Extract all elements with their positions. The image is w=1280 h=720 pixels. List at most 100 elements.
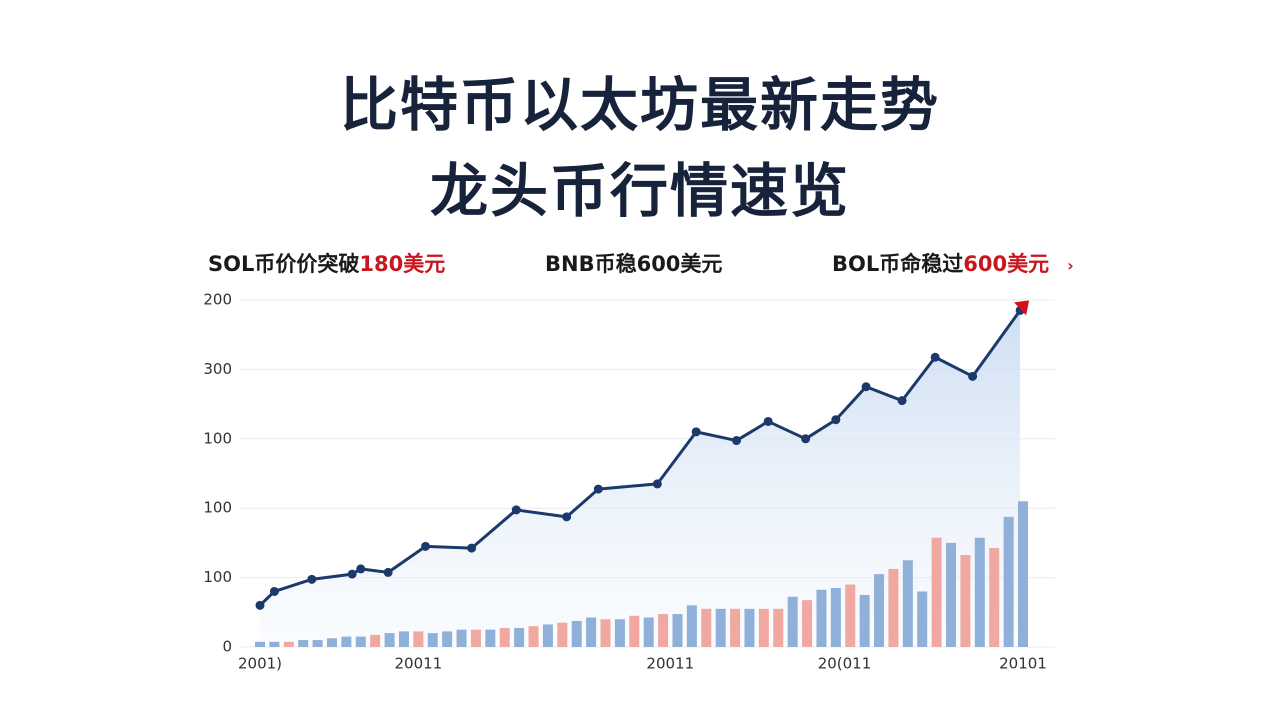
bar xyxy=(528,626,539,647)
bar xyxy=(586,617,597,647)
title-line: 比特币以太坊最新走势 xyxy=(339,71,940,139)
line-point xyxy=(511,505,521,515)
line-point xyxy=(307,574,317,584)
headline-highlight: 600美元 xyxy=(963,252,1050,276)
bar xyxy=(730,608,741,647)
bar xyxy=(643,617,654,647)
line-point xyxy=(897,396,907,406)
bar xyxy=(370,634,381,647)
headline-text: BNB币稳600美元 xyxy=(545,252,723,276)
headline: BOL币命稳过600美元 › xyxy=(832,248,1074,278)
headline-arrow: › xyxy=(1067,256,1074,275)
bar xyxy=(946,542,957,647)
headline: SOL币价价突破180美元 xyxy=(208,248,445,278)
line-point xyxy=(801,434,811,444)
line-point xyxy=(269,586,279,596)
headline: BNB币稳600美元 xyxy=(545,248,722,278)
line xyxy=(258,309,1022,607)
bar xyxy=(499,627,510,647)
bar xyxy=(283,641,294,647)
x-tick-label: 20011 xyxy=(646,655,694,673)
x-tick-label: 20101 xyxy=(999,655,1047,673)
bar xyxy=(485,629,496,647)
headline-highlight: 180美元 xyxy=(359,252,446,276)
trend-arrow xyxy=(1014,300,1030,316)
title-line: 龙头币行情速览 xyxy=(429,157,850,225)
bar xyxy=(298,640,309,647)
bar xyxy=(701,608,712,647)
bar xyxy=(816,589,827,647)
line-point xyxy=(763,416,773,426)
bar xyxy=(931,537,942,647)
bar xyxy=(312,640,323,647)
bar xyxy=(542,624,553,647)
bar xyxy=(787,596,798,647)
y-tick-label: 200 xyxy=(203,291,232,309)
bar xyxy=(1018,501,1028,647)
bar xyxy=(326,638,337,647)
bar xyxy=(571,620,582,647)
bar xyxy=(614,619,625,647)
bar xyxy=(715,608,726,647)
line-point xyxy=(831,415,841,425)
bar xyxy=(557,622,568,647)
y-tick-label: 100 xyxy=(203,429,232,447)
bar xyxy=(989,548,1000,647)
bar xyxy=(427,633,438,647)
line-point xyxy=(255,600,265,610)
line-area xyxy=(260,310,1021,647)
bar xyxy=(758,608,769,647)
x-tick-label: 20(011 xyxy=(818,655,872,673)
bar xyxy=(960,555,971,647)
line-point xyxy=(347,569,357,579)
bar xyxy=(1003,516,1014,647)
bar xyxy=(255,641,265,647)
bar xyxy=(470,629,481,647)
x-tick-label: 20011 xyxy=(394,655,442,673)
bar xyxy=(686,605,697,647)
bar xyxy=(845,584,856,647)
line-point xyxy=(732,436,742,446)
y-tick-label: 100 xyxy=(203,499,232,517)
line-point xyxy=(383,567,393,577)
bar xyxy=(442,631,453,647)
bar xyxy=(341,636,352,647)
line-point xyxy=(652,479,662,489)
line-point xyxy=(562,512,572,522)
line-point xyxy=(861,382,871,392)
bar xyxy=(874,574,885,647)
line-point xyxy=(930,352,940,362)
bar xyxy=(672,614,683,647)
y-tick-label: 0 xyxy=(222,638,232,656)
bar xyxy=(600,619,611,647)
line-point xyxy=(421,541,431,551)
bar xyxy=(902,560,913,647)
line-point xyxy=(968,371,978,381)
bar xyxy=(917,591,928,647)
bar xyxy=(456,629,467,647)
bar xyxy=(974,537,985,647)
bar xyxy=(802,600,813,647)
bar xyxy=(773,608,784,647)
line-point xyxy=(593,484,603,494)
headline-text: SOL币价价突破 xyxy=(208,252,360,276)
bar xyxy=(658,614,669,647)
bar xyxy=(888,568,899,647)
bar xyxy=(398,631,409,647)
bar xyxy=(629,615,640,647)
line-point xyxy=(467,543,477,553)
bar xyxy=(514,627,525,647)
bar xyxy=(830,588,841,647)
bar xyxy=(355,636,366,647)
x-tick-label: 2001) xyxy=(238,655,282,673)
headline-text: BOL币命稳过 xyxy=(832,252,964,276)
y-tick-label: 100 xyxy=(203,568,232,586)
bar xyxy=(744,608,755,647)
y-tick-label: 300 xyxy=(203,360,232,378)
line-point xyxy=(356,564,366,574)
bar xyxy=(269,641,280,647)
line-point xyxy=(691,427,701,437)
bar xyxy=(384,633,395,647)
